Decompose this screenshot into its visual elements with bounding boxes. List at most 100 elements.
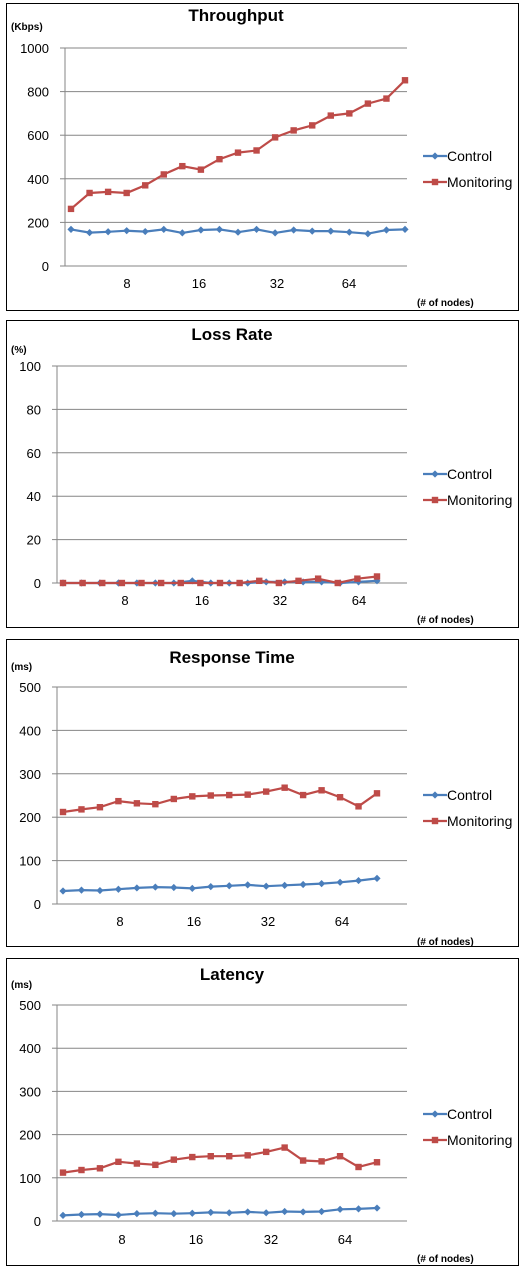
latency-monitoring-point	[355, 1163, 362, 1171]
latency-monitoring-point	[59, 1169, 67, 1176]
response-time-monitoring-point	[189, 793, 196, 800]
response-time-control-point	[336, 878, 344, 886]
response-time-monitoring-point	[152, 800, 159, 808]
throughput-control-point	[252, 225, 261, 233]
latency-monitoring-point	[115, 1158, 122, 1166]
response-time-monitoring-point	[336, 794, 344, 801]
latency-x-tick-label: 64	[338, 1232, 352, 1247]
latency-control-line	[62, 1206, 378, 1217]
latency-x-tick-label: 8	[118, 1232, 125, 1247]
throughput-monitoring-point	[216, 155, 223, 163]
response-time-monitoring-point	[373, 790, 381, 797]
throughput-y-tick-label: 200	[27, 215, 49, 230]
loss-rate-monitoring-point	[99, 579, 106, 587]
response-time-control-point	[188, 884, 196, 892]
latency-control-point	[151, 1209, 159, 1217]
latency-monitoring-line	[62, 1146, 378, 1174]
throughput-y-tick-label: 0	[42, 259, 49, 274]
latency-monitoring-point	[373, 1159, 381, 1166]
throughput-legend-monitoring: Monitoring	[447, 174, 512, 190]
latency-control-point	[170, 1210, 178, 1218]
response-time-monitoring-point	[96, 804, 104, 811]
loss-rate-monitoring-point	[138, 579, 145, 587]
response-time-x-tick-label: 8	[116, 914, 123, 929]
response-time-monitoring-point	[355, 803, 362, 810]
response-time-y-tick-label: 0	[34, 897, 41, 912]
response-time-monitoring-point	[170, 795, 178, 803]
loss-rate-control-point	[299, 578, 307, 586]
response-time-monitoring-point	[318, 787, 325, 794]
throughput-monitoring-point	[179, 162, 186, 170]
loss-rate-monitoring-point	[216, 579, 224, 587]
loss-rate-monitoring-point	[236, 579, 243, 587]
latency-y-unit: (ms)	[11, 980, 32, 991]
loss-rate-chart: Loss Rate (%) 0 20 40 60 80 100 8 16 32 64 (# of nod…	[11, 325, 512, 626]
response-time-title: Response Time	[169, 648, 294, 667]
throughput-monitoring-point	[309, 122, 316, 129]
loss-rate-y-tick-label: 60	[27, 446, 41, 461]
throughput-monitoring-point	[197, 166, 205, 173]
loss-rate-y-tick-label: 20	[27, 533, 41, 548]
response-time-monitoring-line	[62, 786, 378, 814]
throughput-control-point	[364, 230, 372, 238]
latency-monitoring-point	[318, 1158, 325, 1165]
latency-y-tick-label: 400	[19, 1041, 41, 1056]
throughput-x-tick-label: 8	[123, 276, 130, 291]
throughput-control-point	[327, 227, 335, 235]
throughput-x-tick-label: 64	[342, 276, 356, 291]
response-time-monitoring-point	[281, 784, 288, 791]
latency-monitoring-point	[226, 1153, 233, 1160]
response-time-control-point	[170, 883, 178, 892]
throughput-control-point	[160, 225, 168, 233]
response-time-monitoring-point	[115, 797, 122, 805]
latency-y-tick-label: 300	[19, 1084, 41, 1099]
throughput-control-point	[271, 229, 279, 237]
response-time-control-line	[62, 877, 378, 893]
loss-rate-x-tick-label: 8	[121, 593, 128, 608]
latency-control-point	[133, 1210, 141, 1218]
response-time-y-unit: (ms)	[11, 662, 32, 673]
throughput-y-tick-label: 1000	[20, 41, 49, 56]
response-time-x-tick-label: 32	[261, 914, 275, 929]
response-time-monitoring-point	[59, 808, 67, 816]
loss-rate-monitoring-point	[177, 579, 184, 587]
response-time-legend-monitoring: Monitoring	[447, 813, 512, 829]
throughput-monitoring-point	[253, 147, 260, 154]
throughput-monitoring-point	[123, 189, 130, 197]
loss-rate-title: Loss Rate	[191, 325, 272, 344]
loss-rate-monitoring-point	[354, 575, 361, 582]
throughput-y-tick-label: 800	[27, 85, 49, 100]
latency-legend-monitoring: Monitoring	[447, 1132, 512, 1148]
loss-rate-control-point	[188, 577, 196, 585]
throughput-monitoring-point	[290, 127, 297, 134]
latency-monitoring-point	[262, 1148, 270, 1156]
response-time-control-point	[114, 885, 123, 893]
throughput-control-point	[123, 227, 131, 235]
latency-control-point	[188, 1209, 196, 1217]
latency-monitoring-point	[336, 1153, 344, 1160]
throughput-control-point	[141, 227, 149, 236]
throughput-x-tick-label: 32	[270, 276, 284, 291]
latency-y-tick-label: 0	[34, 1214, 41, 1229]
latency-title: Latency	[200, 965, 265, 984]
response-time-y-tick-label: 200	[19, 810, 41, 825]
latency-y-tick-label: 100	[19, 1171, 41, 1186]
latency-x-label: (# of nodes)	[417, 1254, 474, 1265]
latency-control-point	[336, 1205, 344, 1213]
throughput-monitoring-point	[160, 171, 167, 178]
response-time-control-point	[317, 880, 326, 888]
loss-rate-monitoring-point	[314, 575, 322, 582]
response-time-x-tick-label: 64	[335, 914, 349, 929]
throughput-legend-control: Control	[447, 148, 492, 164]
response-time-y-tick-label: 100	[19, 854, 41, 869]
throughput-title: Throughput	[188, 6, 284, 25]
latency-legend-marker-control	[431, 1110, 439, 1118]
response-time-legend-control: Control	[447, 787, 492, 803]
throughput-x-label: (# of nodes)	[417, 298, 474, 309]
latency-control-point	[354, 1205, 363, 1213]
response-time-chart: Response Time (ms) 0 100 200 300 400 500 8 16 32 64…	[11, 648, 512, 946]
loss-rate-legend-monitoring: Monitoring	[447, 492, 512, 508]
latency-control-point	[299, 1208, 307, 1216]
latency-control-point	[207, 1208, 215, 1216]
latency-control-point	[262, 1209, 270, 1217]
